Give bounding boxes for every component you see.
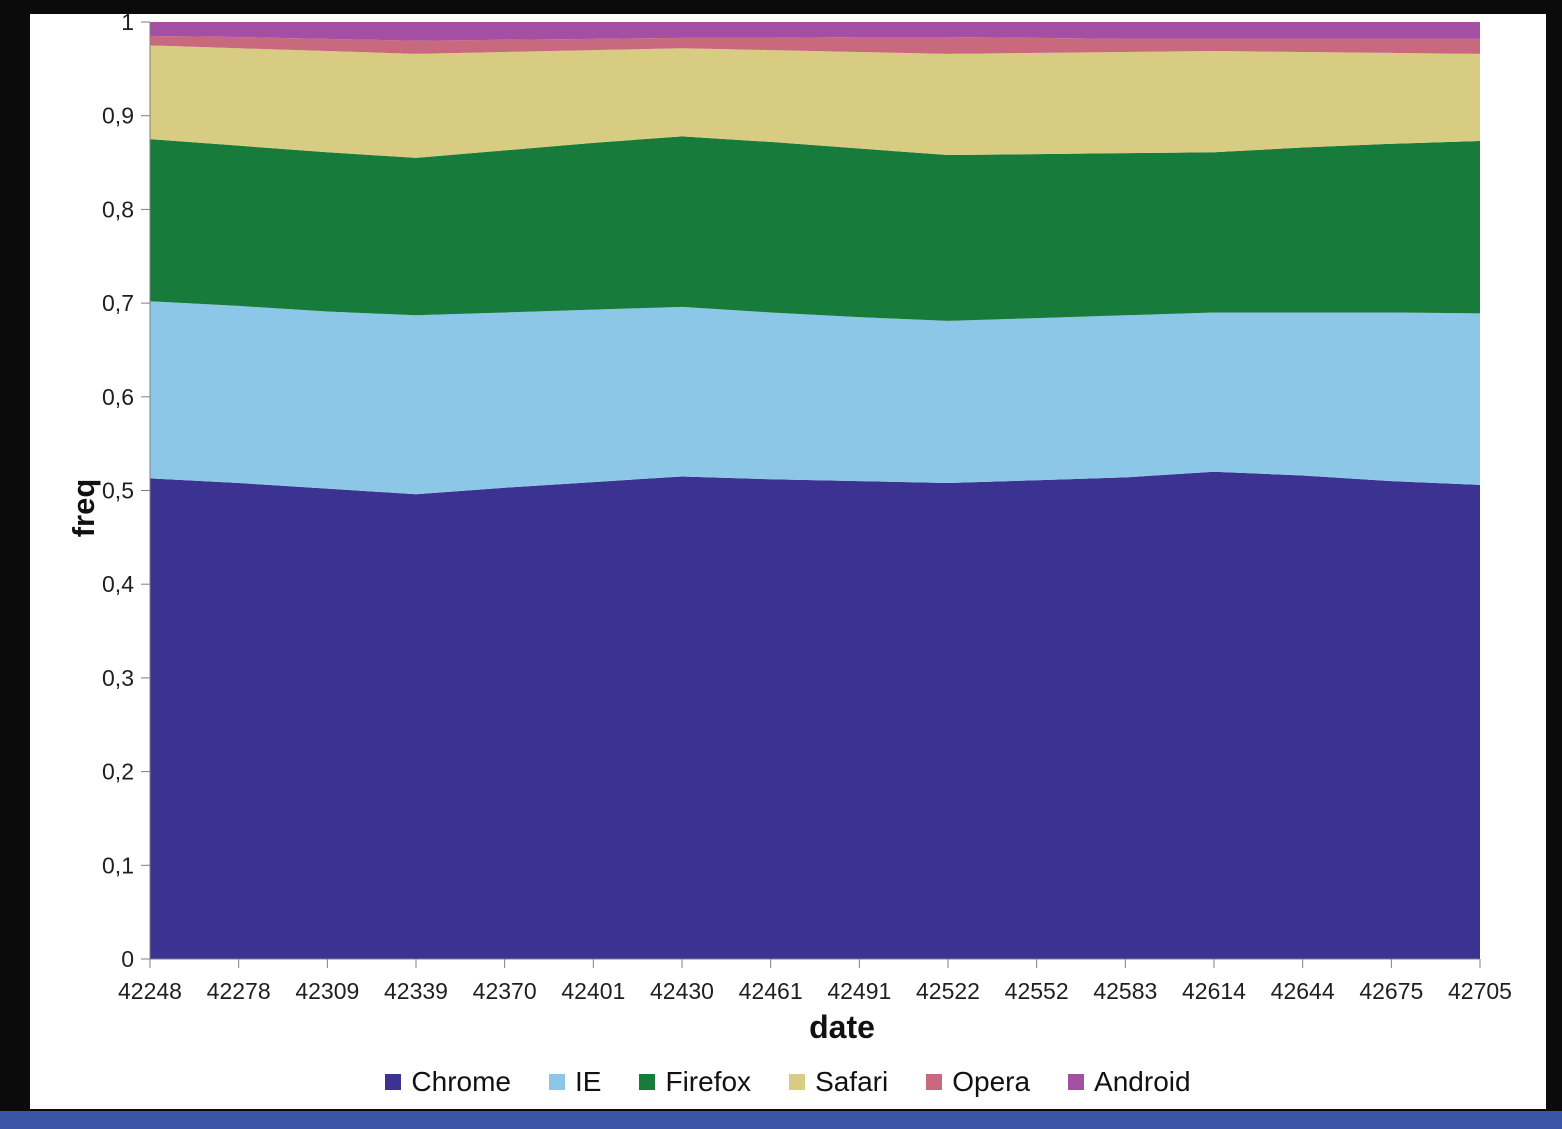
legend-swatch-android (1068, 1074, 1085, 1090)
legend-swatch-opera (926, 1074, 943, 1090)
x-tick-label: 42552 (1005, 978, 1069, 1004)
x-tick-label: 42522 (916, 978, 980, 1004)
x-tick-label: 42583 (1093, 978, 1157, 1004)
stacked-area-chart: 0 0,1 0,2 0,3 0,4 0,5 0,6 0,7 0,8 0,9 1 42248 42278 4… (102, 14, 1512, 1004)
y-tick-label: 0,3 (102, 665, 134, 691)
legend-label: Opera (952, 1066, 1031, 1097)
chart-canvas: 0 0,1 0,2 0,3 0,4 0,5 0,6 0,7 0,8 0,9 1 42248 42278 4… (30, 14, 1546, 1109)
area-firefox (150, 136, 1480, 321)
area-ie (150, 301, 1480, 495)
legend-label: Firefox (665, 1066, 752, 1097)
y-tick-label: 0,7 (102, 290, 134, 316)
y-tick-label: 0,5 (102, 478, 134, 504)
y-tick-label: 1 (121, 14, 134, 35)
legend-label: Android (1094, 1066, 1191, 1097)
legend-swatch-chrome (385, 1074, 402, 1090)
legend-swatch-ie (549, 1074, 566, 1090)
legend-item-opera: Opera (926, 1066, 1030, 1098)
legend-swatch-firefox (639, 1074, 656, 1090)
x-tick-label: 42491 (827, 978, 891, 1004)
chart-legend: Chrome IE Firefox Safari Opera Android (30, 1066, 1546, 1098)
legend-label: Safari (815, 1066, 889, 1097)
x-tick-label: 42248 (118, 978, 182, 1004)
y-tick-label: 0,2 (102, 759, 134, 785)
x-tick-label: 42644 (1271, 978, 1335, 1004)
y-tick-label: 0,4 (102, 571, 134, 597)
area-android (150, 22, 1480, 41)
area-opera (150, 36, 1480, 54)
legend-item-safari: Safari (789, 1066, 888, 1098)
x-tick-label: 42339 (384, 978, 448, 1004)
x-tick-label: 42401 (561, 978, 625, 1004)
legend-swatch-safari (789, 1074, 806, 1090)
legend-item-ie: IE (549, 1066, 601, 1098)
x-tick-label: 42309 (295, 978, 359, 1004)
x-tick-label: 42614 (1182, 978, 1246, 1004)
x-axis-title: date (809, 1009, 875, 1045)
y-tick-label: 0,8 (102, 196, 134, 222)
area-chrome (150, 471, 1480, 959)
legend-item-chrome: Chrome (385, 1066, 511, 1098)
y-tick-label: 0,9 (102, 103, 134, 129)
x-tick-label: 42430 (650, 978, 714, 1004)
y-tick-label: 0,6 (102, 384, 134, 410)
y-tick-label: 0,1 (102, 852, 134, 878)
legend-item-android: Android (1068, 1066, 1191, 1098)
legend-label: Chrome (411, 1066, 512, 1097)
x-tick-label: 42278 (207, 978, 271, 1004)
x-tick-label: 42370 (473, 978, 537, 1004)
x-tick-label: 42461 (739, 978, 803, 1004)
y-axis-title: freq (66, 478, 101, 538)
area-safari (150, 45, 1480, 158)
x-tick-label: 42675 (1359, 978, 1423, 1004)
legend-label: IE (575, 1066, 602, 1097)
x-tick-label: 42705 (1448, 978, 1512, 1004)
bottom-border (0, 1111, 1562, 1129)
y-tick-label: 0 (121, 946, 134, 972)
legend-item-firefox: Firefox (639, 1066, 751, 1098)
